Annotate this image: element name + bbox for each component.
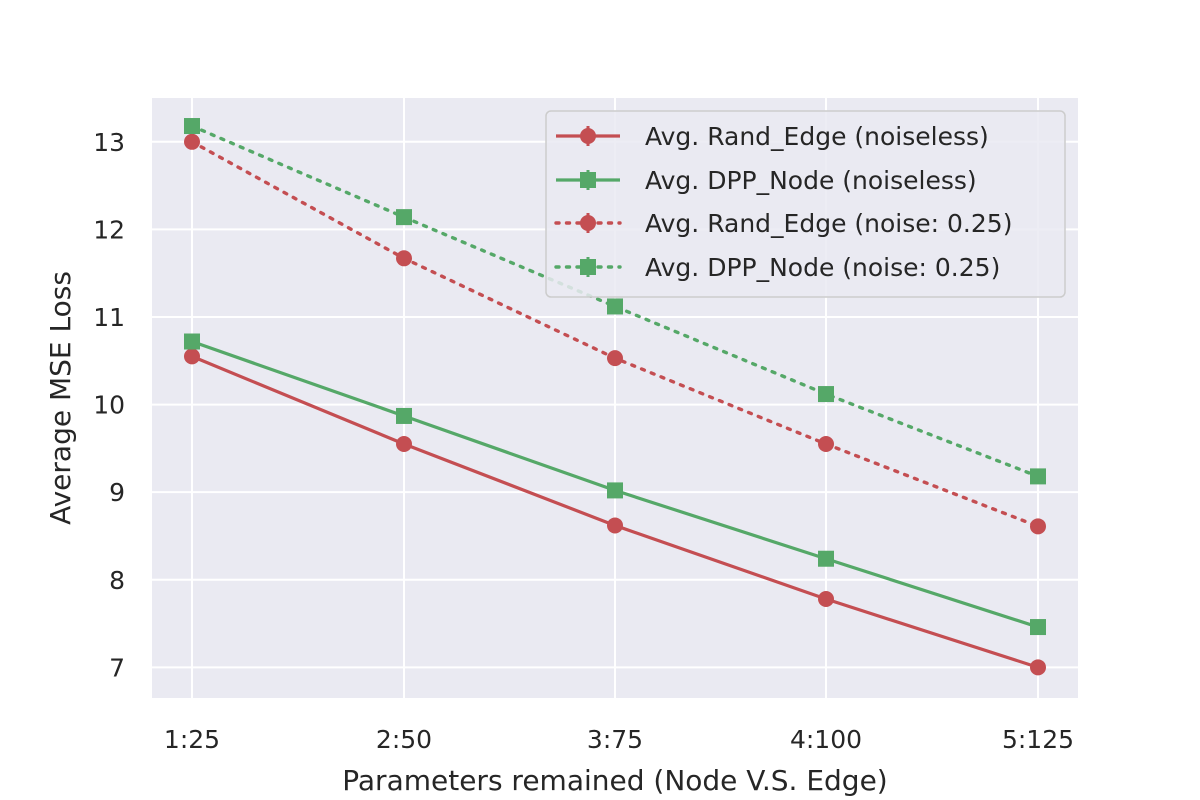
legend-label: Avg. DPP_Node (noise: 0.25)	[645, 253, 1000, 282]
legend-label: Avg. Rand_Edge (noiseless)	[645, 122, 989, 151]
series-4	[184, 118, 1046, 485]
series-1	[184, 348, 1046, 676]
y-tick-label: 9	[109, 478, 125, 507]
series	[184, 118, 1046, 676]
legend-item: Avg. DPP_Node (noise: 0.25)	[554, 253, 1000, 282]
legend-label: Avg. DPP_Node (noiseless)	[645, 166, 977, 195]
legend: Avg. Rand_Edge (noiseless) Avg. DPP_Node …	[545, 110, 1066, 298]
data-point	[607, 298, 623, 315]
legend-marker	[580, 259, 596, 275]
legend-box	[545, 110, 1066, 298]
data-point	[1030, 659, 1046, 676]
y-tick-label: 12	[93, 215, 125, 244]
data-point	[396, 407, 412, 424]
data-point	[184, 333, 200, 350]
data-point	[818, 386, 834, 403]
x-axis-ticks: 1:25 2:50 3:75 4:100 5:125	[164, 725, 1074, 754]
data-point	[184, 118, 200, 135]
y-tick-label: 10	[93, 391, 125, 420]
legend-item: Avg. DPP_Node (noiseless)	[556, 166, 977, 195]
legend-marker	[580, 128, 596, 144]
legend-item: Avg. Rand_Edge (noise: 0.25)	[554, 209, 1012, 238]
data-point	[1030, 468, 1046, 485]
series-2	[184, 333, 1046, 636]
legend-marker	[580, 172, 596, 188]
data-point	[1030, 518, 1046, 535]
data-point	[396, 209, 412, 226]
data-point	[818, 550, 834, 567]
data-point	[396, 435, 412, 452]
x-axis-label: Parameters remained (Node V.S. Edge)	[342, 764, 887, 797]
y-tick-label: 7	[109, 653, 125, 682]
data-point	[607, 482, 623, 499]
data-point	[818, 591, 834, 608]
data-point	[184, 133, 200, 150]
x-tick-label: 2:50	[376, 725, 432, 754]
y-tick-label: 13	[93, 128, 125, 157]
legend-label: Avg. Rand_Edge (noise: 0.25)	[645, 209, 1012, 238]
y-tick-label: 11	[93, 303, 125, 332]
x-tick-label: 1:25	[164, 725, 220, 754]
legend-marker	[580, 215, 596, 231]
series-3	[184, 133, 1046, 535]
x-tick-label: 3:75	[587, 725, 643, 754]
data-point	[818, 435, 834, 452]
data-point	[607, 350, 623, 367]
data-point	[396, 250, 412, 267]
data-point	[1030, 619, 1046, 636]
legend-item: Avg. Rand_Edge (noiseless)	[556, 122, 989, 151]
y-axis-label: Average MSE Loss	[44, 271, 77, 525]
data-point	[184, 348, 200, 365]
data-point	[607, 517, 623, 534]
x-tick-label: 5:125	[1002, 725, 1074, 754]
y-tick-label: 8	[109, 566, 125, 595]
x-tick-label: 4:100	[790, 725, 862, 754]
y-axis-ticks: 7 8 9 10 11 12 13	[93, 128, 125, 683]
